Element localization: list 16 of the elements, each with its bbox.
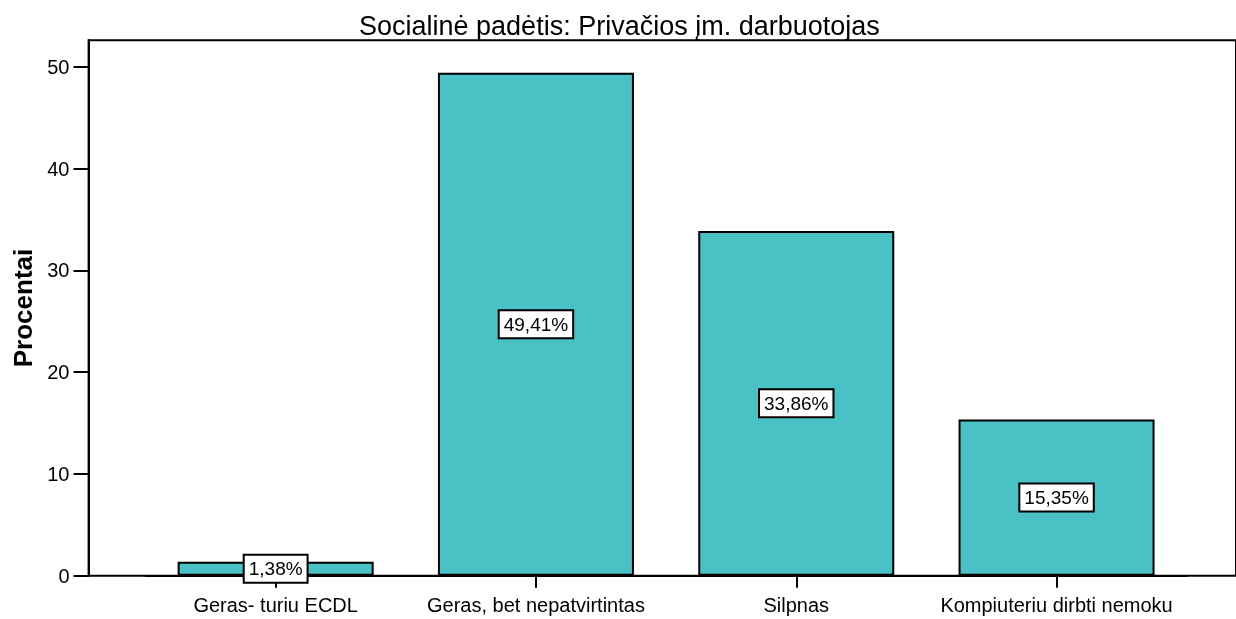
y-tick-label: 40 (47, 157, 70, 180)
x-tick-label: Kompiuteriu dirbti nemoku (940, 593, 1173, 616)
y-tick-label: 50 (47, 55, 70, 78)
x-tick-label: Geras, bet nepatvirtintas (427, 593, 645, 616)
x-tick-label: Geras- turiu ECDL (193, 593, 358, 616)
data-label: 15,35% (1024, 487, 1089, 509)
y-tick-label: 10 (47, 462, 70, 485)
data-label: 1,38% (248, 558, 303, 580)
data-label: 49,41% (503, 313, 569, 335)
y-tick-label: 0 (58, 564, 70, 587)
data-label: 33,86% (764, 392, 829, 414)
y-tick-label: 20 (47, 361, 70, 384)
y-tick-label: 30 (47, 259, 70, 282)
chart-title: Socialinė padėtis: Privačios įm. darbuotojas (359, 10, 880, 41)
y-axis-title: Procentai (7, 248, 38, 368)
x-tick-label: Silpnas (763, 593, 830, 616)
